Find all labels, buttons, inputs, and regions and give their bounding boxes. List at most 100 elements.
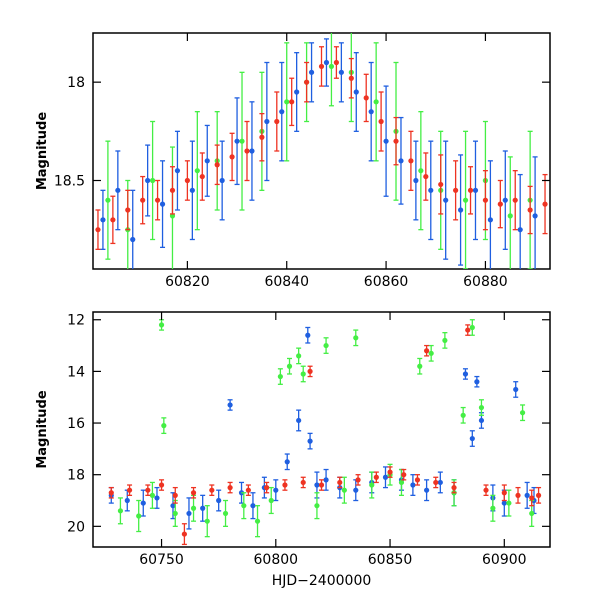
top-data-point xyxy=(169,187,176,193)
bottom-data-point xyxy=(401,472,407,478)
top-data-point xyxy=(159,201,166,207)
top-panel: 60820 60840 60860 60880 18 18.5 Magnitude xyxy=(35,32,551,290)
top-x-tick-label: 60860 xyxy=(364,274,409,290)
bottom-data-point xyxy=(190,490,197,496)
bottom-data-point xyxy=(186,510,192,517)
top-data-point xyxy=(115,187,121,193)
bottom-data-point xyxy=(124,497,130,504)
bottom-data-point xyxy=(314,503,320,509)
bottom-data-point xyxy=(158,482,165,488)
top-data-point xyxy=(502,197,508,203)
top-data-point xyxy=(328,63,335,70)
bottom-data-point xyxy=(353,487,359,493)
bottom-y-tick-label: 12 xyxy=(67,313,85,329)
bottom-data-point xyxy=(433,479,439,486)
bottom-data-point xyxy=(227,485,233,491)
bottom-data-point xyxy=(490,505,496,511)
top-y-tick-label: 18.5 xyxy=(54,174,85,190)
top-data-point xyxy=(482,197,489,203)
top-data-point xyxy=(125,207,131,213)
bottom-data-point xyxy=(387,469,393,475)
top-data-point xyxy=(423,173,429,180)
bottom-data-point xyxy=(286,363,293,369)
bottom-data-point xyxy=(478,404,485,411)
top-data-point xyxy=(154,197,161,203)
bottom-data-point xyxy=(451,485,457,491)
top-series-2 xyxy=(95,46,548,250)
top-data-point xyxy=(289,99,295,105)
bottom-data-point xyxy=(424,487,430,493)
top-data-point xyxy=(140,197,146,203)
bottom-data-point xyxy=(170,503,176,509)
top-data-point xyxy=(199,173,205,180)
bottom-data-point xyxy=(506,500,512,506)
top-data-point xyxy=(398,158,404,164)
bottom-data-point xyxy=(437,479,443,486)
bottom-data-point xyxy=(501,490,507,496)
bottom-data-point xyxy=(108,490,114,496)
top-data-point xyxy=(308,69,315,75)
top-data-point xyxy=(443,197,449,203)
top-data-point xyxy=(428,187,434,193)
bottom-data-point xyxy=(460,412,466,418)
bottom-data-point xyxy=(474,379,480,385)
bottom-data-point xyxy=(341,487,347,493)
bottom-data-point xyxy=(483,487,489,493)
bottom-data-point xyxy=(273,487,279,493)
bottom-data-point xyxy=(154,495,160,501)
top-data-point xyxy=(467,187,474,193)
bottom-data-point xyxy=(126,487,133,493)
top-data-point xyxy=(244,148,250,154)
top-axes: 60820 60840 60860 60880 18 18.5 xyxy=(54,33,550,290)
top-data-point xyxy=(294,89,300,95)
bottom-data-point xyxy=(414,477,421,483)
bottom-data-point xyxy=(373,474,379,480)
top-data-point xyxy=(229,154,235,160)
top-x-tick-label: 60880 xyxy=(463,274,508,290)
bottom-data-point xyxy=(417,363,423,369)
bottom-data-point xyxy=(296,417,302,424)
bottom-plot-frame xyxy=(92,311,551,548)
bottom-y-tick-label: 18 xyxy=(67,468,85,484)
top-data-point xyxy=(234,138,240,144)
bottom-y-tick-label: 20 xyxy=(67,519,85,535)
bottom-data-point xyxy=(465,327,471,333)
top-data-point xyxy=(145,177,151,184)
bottom-data-point xyxy=(245,487,251,493)
bottom-data-point xyxy=(161,423,167,429)
bottom-data-point xyxy=(268,497,274,504)
bottom-data-point xyxy=(172,510,178,517)
bottom-data-point xyxy=(216,497,222,504)
top-data-point xyxy=(105,197,111,203)
top-data-marks xyxy=(95,33,548,269)
bottom-data-point xyxy=(535,492,542,498)
top-data-point xyxy=(348,75,354,81)
top-data-point xyxy=(462,197,469,203)
top-data-point xyxy=(333,59,340,66)
top-data-point xyxy=(512,197,518,203)
bottom-series-2 xyxy=(108,324,542,546)
bottom-data-point xyxy=(515,492,521,498)
bottom-data-point xyxy=(209,487,215,493)
top-data-point xyxy=(457,207,464,213)
bottom-data-point xyxy=(277,373,283,380)
top-data-point xyxy=(413,177,419,184)
bottom-data-point xyxy=(524,492,530,498)
bottom-data-point xyxy=(254,518,261,524)
bottom-data-point xyxy=(250,503,256,509)
bottom-x-tick-label: 60750 xyxy=(139,552,184,568)
top-series-1 xyxy=(105,33,533,269)
top-data-point xyxy=(368,109,374,115)
bottom-data-point xyxy=(410,482,416,488)
bottom-y-axis-label: Magnitude xyxy=(35,390,50,469)
bottom-data-point xyxy=(337,479,343,486)
bottom-axes: 60750 60800 60850 60900 12 14 16 18 20 xyxy=(67,312,550,568)
bottom-series-1 xyxy=(117,319,535,538)
bottom-data-point xyxy=(469,324,475,331)
top-data-point xyxy=(279,109,285,115)
bottom-x-tick-label: 60800 xyxy=(254,552,299,568)
top-data-point xyxy=(174,168,181,174)
top-y-axis-label: Magnitude xyxy=(35,112,50,191)
bottom-data-point xyxy=(241,503,247,509)
bottom-data-point xyxy=(353,335,359,341)
